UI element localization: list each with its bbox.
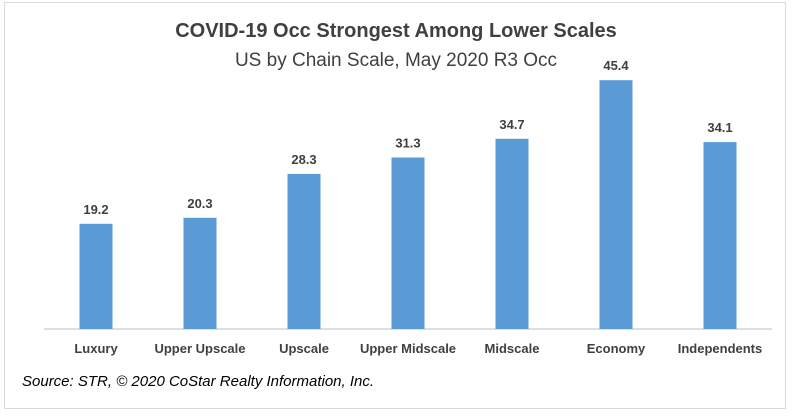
data-label: 34.7 [499, 117, 524, 132]
x-tick-label: Upscale [279, 341, 329, 356]
x-tick-label: Economy [587, 341, 646, 356]
bar-upper-midscale [391, 157, 425, 329]
x-tick-label: Luxury [74, 341, 118, 356]
data-label: 20.3 [187, 196, 212, 211]
x-tick-label: Upper Upscale [154, 341, 245, 356]
bar-upper-upscale [183, 217, 217, 329]
chart-title: COVID-19 Occ Strongest Among Lower Scale… [175, 20, 617, 42]
bar-economy [599, 80, 633, 329]
data-label: 28.3 [291, 152, 316, 167]
bar-luxury [79, 223, 113, 329]
source-note: Source: STR, © 2020 CoStar Realty Inform… [22, 373, 375, 390]
bar-midscale [495, 138, 529, 329]
data-label: 45.4 [603, 58, 629, 73]
chart-subtitle: US by Chain Scale, May 2020 R3 Occ [234, 50, 558, 71]
bar-upscale [287, 173, 321, 329]
x-tick-label: Independents [678, 341, 763, 356]
data-label: 34.1 [707, 120, 732, 135]
data-label: 19.2 [83, 202, 108, 217]
bar-independents [703, 142, 737, 329]
x-tick-label: Upper Midscale [360, 341, 456, 356]
data-label: 31.3 [395, 136, 420, 151]
x-tick-label: Midscale [485, 341, 540, 356]
